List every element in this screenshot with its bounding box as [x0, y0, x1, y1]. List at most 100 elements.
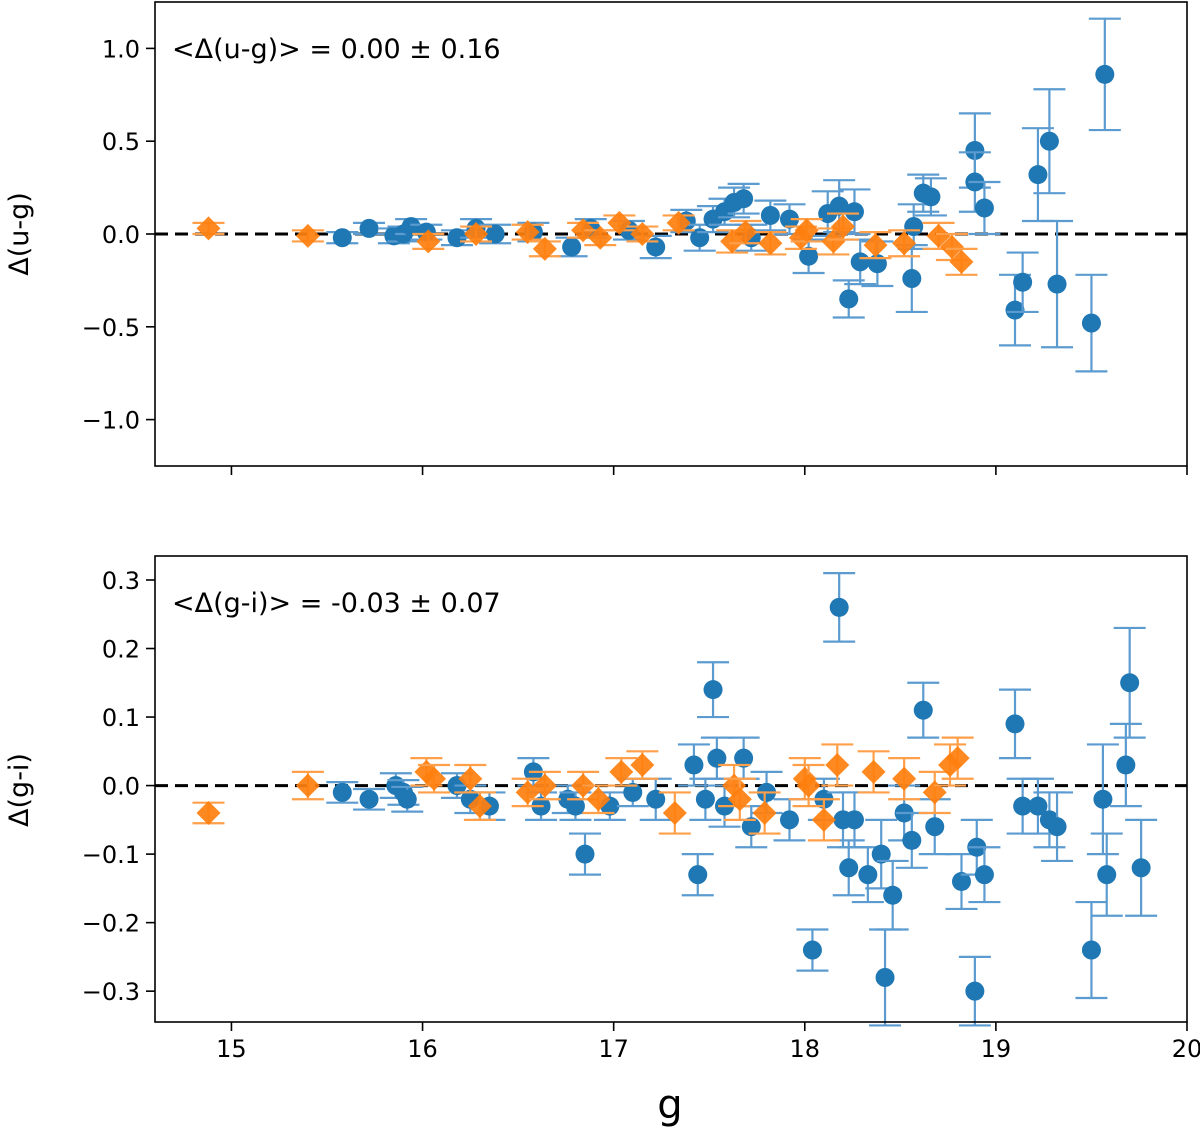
lower-y-tick-label: 0.0: [102, 773, 140, 801]
upper-orange-diamond-marker: [863, 233, 888, 258]
lower-blue-circle-marker: [829, 597, 849, 617]
lower-blue-circle-marker: [1116, 755, 1136, 775]
upper-panel-annotation: <Δ(u-g)> = 0.00 ± 0.16: [172, 34, 501, 65]
upper-orange-diamond-marker: [821, 229, 846, 254]
lower-orange-point-14: [723, 777, 756, 821]
lower-blue-circle-marker: [646, 789, 666, 809]
x-tick-label: 19: [981, 1035, 1012, 1063]
lower-orange-diamond-marker: [811, 807, 836, 832]
lower-y-tick-label: −0.2: [82, 910, 140, 938]
upper-blue-circle-marker: [734, 189, 754, 209]
lower-blue-point-4: [391, 785, 424, 813]
lower-blue-point-1: [353, 787, 386, 811]
lower-blue-point-49: [1075, 900, 1108, 1000]
upper-orange-point-8: [603, 210, 636, 235]
upper-orange-point-18: [859, 231, 892, 260]
upper-blue-circle-marker: [965, 140, 985, 160]
lower-blue-point-17: [681, 853, 714, 897]
lower-blue-circle-marker: [1005, 714, 1025, 734]
upper-orange-point-22: [945, 247, 978, 276]
upper-blue-circle-marker: [332, 228, 352, 248]
lower-blue-point-54: [1125, 818, 1158, 917]
upper-blue-circle-marker: [562, 237, 582, 257]
upper-blue-point-8: [479, 223, 512, 245]
lower-blue-circle-marker: [1131, 858, 1151, 878]
upper-orange-diamond-marker: [571, 218, 596, 243]
lower-orange-diamond-marker: [727, 787, 752, 812]
lower-y-tick-label: 0.2: [102, 636, 140, 664]
lower-blue-circle-marker: [707, 748, 727, 768]
lower-orange-diamond-marker: [662, 800, 687, 825]
upper-orange-point-5: [528, 236, 561, 261]
lower-blue-circle-marker: [575, 844, 595, 864]
upper-blue-circle-marker: [839, 289, 859, 309]
upper-orange-diamond-marker: [949, 249, 974, 274]
upper-orange-diamond-marker: [666, 210, 691, 235]
lower-orange-point-19: [821, 743, 854, 787]
upper-orange-point-4: [511, 220, 544, 245]
upper-orange-diamond-marker: [607, 210, 632, 235]
lower-blue-circle-marker: [1120, 673, 1140, 693]
lower-orange-diamond-marker: [945, 746, 970, 771]
lower-blue-circle-marker: [1093, 789, 1113, 809]
upper-blue-point-0: [326, 228, 359, 248]
upper-blue-circle-marker: [359, 218, 379, 238]
upper-blue-circle-marker: [829, 196, 849, 216]
lower-orange-point-21: [888, 757, 921, 801]
lower-blue-circle-marker: [1081, 940, 1101, 960]
upper-y-tick-label: −1.0: [82, 407, 140, 435]
upper-blue-circle-marker: [485, 224, 505, 244]
upper-orange-point-20: [922, 221, 955, 250]
upper-orange-point-19: [888, 229, 921, 258]
lower-blue-circle-marker: [1028, 796, 1048, 816]
upper-y-tick-label: 0.5: [102, 128, 140, 156]
upper-blue-circle-marker: [1005, 300, 1025, 320]
upper-blue-circle-marker: [1039, 131, 1059, 151]
lower-y-tick-label: 0.3: [102, 567, 140, 595]
lower-y-tick-label: −0.3: [82, 978, 140, 1006]
lower-orange-point-7: [528, 770, 561, 801]
upper-orange-point-10: [662, 210, 695, 235]
lower-blue-circle-marker: [1047, 817, 1067, 837]
lower-blue-circle-marker: [871, 844, 891, 864]
lower-orange-diamond-marker: [295, 773, 320, 798]
lower-axes-frame: [154, 555, 1188, 1023]
upper-orange-point-12: [729, 219, 762, 245]
upper-blue-circle-marker: [401, 217, 421, 237]
upper-orange-diamond-marker: [794, 218, 819, 243]
upper-y-tick-label: 1.0: [102, 35, 140, 63]
x-tick-label: 16: [407, 1035, 438, 1063]
lower-orange-point-4: [454, 763, 487, 794]
upper-panel-y-axis-label: Δ(u-g): [4, 192, 35, 276]
lower-blue-circle-marker: [623, 782, 643, 802]
lower-blue-point-40: [945, 853, 978, 911]
upper-orange-diamond-marker: [295, 223, 320, 248]
upper-orange-point-17: [827, 212, 859, 241]
lower-blue-point-39: [918, 798, 951, 856]
lower-blue-circle-marker: [734, 748, 754, 768]
x-tick-label: 17: [598, 1035, 629, 1063]
lower-blue-circle-marker: [1097, 865, 1117, 885]
upper-orange-diamond-marker: [892, 231, 917, 256]
lower-orange-point-15: [748, 791, 781, 835]
lower-blue-circle-marker: [332, 782, 352, 802]
lower-panel-annotation: <Δ(g-i)> = -0.03 ± 0.07: [172, 588, 501, 619]
lower-blue-point-51: [1090, 832, 1123, 917]
lower-orange-point-11: [626, 750, 659, 780]
upper-orange-point-0: [192, 216, 225, 241]
upper-blue-point-40: [1033, 88, 1066, 195]
upper-blue-circle-marker: [904, 217, 924, 237]
lower-blue-circle-marker: [565, 796, 585, 816]
upper-orange-diamond-marker: [588, 225, 613, 250]
upper-orange-point-1: [291, 223, 324, 248]
lower-orange-point-12: [658, 791, 691, 835]
lower-orange-point-1: [291, 770, 324, 801]
lower-blue-circle-marker: [779, 810, 799, 830]
upper-blue-point-26: [832, 279, 865, 319]
lower-blue-circle-marker: [974, 865, 994, 885]
lower-orange-diamond-marker: [196, 800, 221, 825]
lower-orange-diamond-marker: [825, 753, 850, 778]
upper-y-tick-label: −0.5: [82, 314, 140, 342]
